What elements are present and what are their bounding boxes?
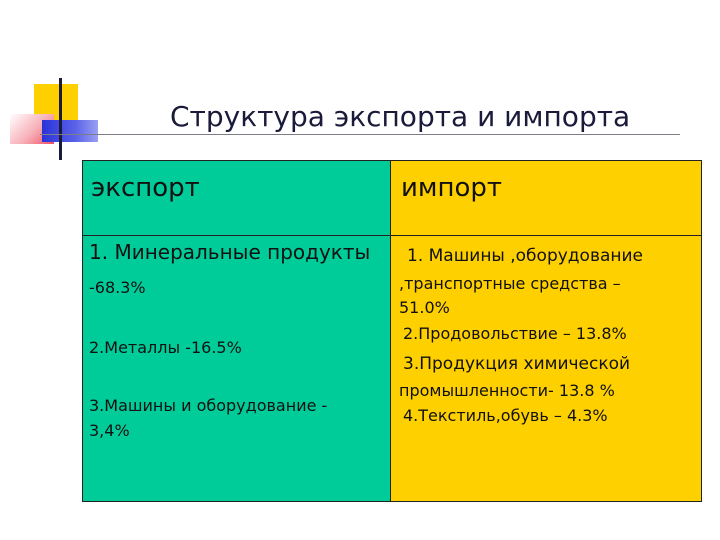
- import-header: импорт: [401, 173, 503, 203]
- export-item: 1. Минеральные продукты: [89, 240, 371, 264]
- decor-horizontal-line: [40, 134, 680, 135]
- export-body-cell: 1. Минеральные продукты -68.3% 2.Металлы…: [83, 236, 391, 501]
- export-item: 2.Металлы -16.5%: [89, 338, 242, 357]
- import-item: 4.Текстиль,обувь – 4.3%: [403, 406, 608, 425]
- import-item: 2.Продовольствие – 13.8%: [403, 324, 627, 343]
- decor-vertical-line: [59, 78, 62, 160]
- export-item: 3,4%: [89, 421, 130, 440]
- import-body-cell: 1. Машины ,оборудование ,транспортные ср…: [391, 236, 701, 501]
- slide-title: Структура экспорта и импорта: [170, 100, 631, 133]
- trade-structure-table: экспорт импорт 1. Минеральные продукты -…: [82, 160, 702, 502]
- import-item: 1. Машины ,оборудование: [407, 246, 644, 266]
- decor-blue-bar: [42, 120, 98, 142]
- import-item: 3.Продукция химической: [403, 354, 631, 374]
- import-item: 51.0%: [399, 298, 450, 317]
- export-header: экспорт: [91, 173, 200, 203]
- import-item: промышленности- 13.8 %: [399, 381, 615, 400]
- import-header-cell: импорт: [391, 161, 701, 236]
- export-item: 3.Машины и оборудование -: [89, 396, 328, 415]
- import-item: ,транспортные средства –: [399, 274, 621, 293]
- export-item: -68.3%: [89, 278, 146, 297]
- export-header-cell: экспорт: [83, 161, 391, 236]
